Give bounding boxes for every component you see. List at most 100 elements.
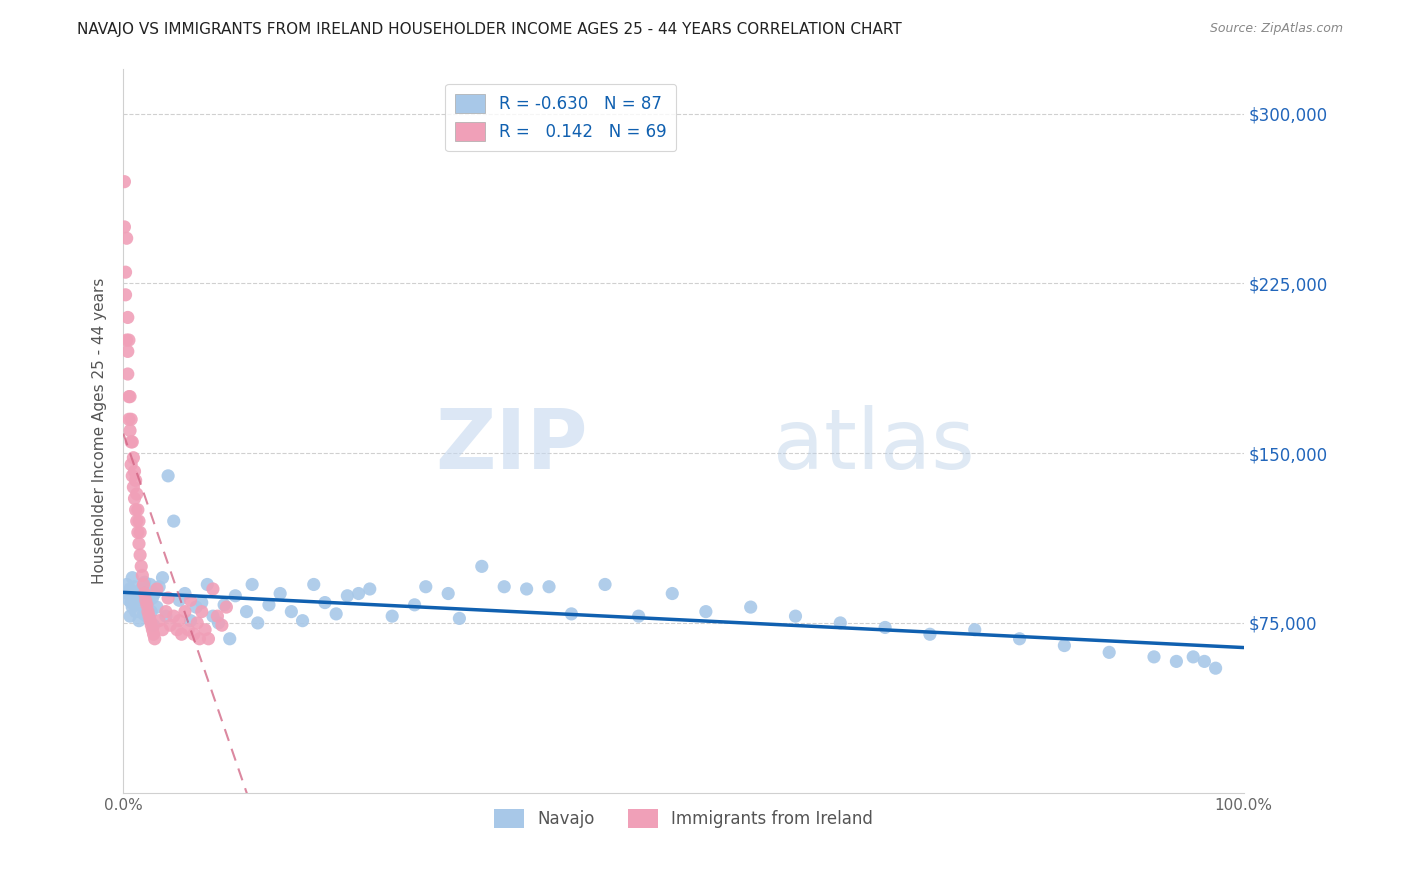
Point <box>291 614 314 628</box>
Point <box>197 632 219 646</box>
Point <box>593 577 616 591</box>
Point <box>188 632 211 646</box>
Y-axis label: Householder Income Ages 25 - 44 years: Householder Income Ages 25 - 44 years <box>93 277 107 583</box>
Point <box>136 605 159 619</box>
Point <box>146 582 169 596</box>
Point <box>201 582 224 596</box>
Point <box>830 615 852 630</box>
Point <box>131 589 153 603</box>
Point <box>138 609 160 624</box>
Point <box>157 468 180 483</box>
Point <box>740 600 762 615</box>
Point <box>142 627 165 641</box>
Point <box>124 503 146 517</box>
Point <box>112 175 135 189</box>
Point <box>135 598 157 612</box>
Point <box>186 615 208 630</box>
Point <box>212 598 235 612</box>
Point <box>118 593 141 607</box>
Point <box>118 424 141 438</box>
Point <box>117 344 139 359</box>
Point <box>114 265 136 279</box>
Point <box>128 537 150 551</box>
Point <box>125 593 148 607</box>
Point <box>141 623 163 637</box>
Point <box>235 605 257 619</box>
Point <box>118 390 141 404</box>
Point <box>152 623 174 637</box>
Point <box>471 559 494 574</box>
Point <box>201 609 224 624</box>
Point <box>336 589 359 603</box>
Point <box>134 586 156 600</box>
Point <box>124 464 146 478</box>
Point <box>516 582 538 596</box>
Legend: Navajo, Immigrants from Ireland: Navajo, Immigrants from Ireland <box>486 803 880 835</box>
Point <box>121 571 143 585</box>
Point <box>560 607 582 621</box>
Point <box>963 623 986 637</box>
Point <box>118 412 141 426</box>
Point <box>169 593 191 607</box>
Point <box>128 514 150 528</box>
Point <box>180 593 202 607</box>
Point <box>122 450 145 465</box>
Point <box>141 591 163 605</box>
Point <box>143 586 166 600</box>
Point <box>1098 645 1121 659</box>
Point <box>139 614 162 628</box>
Point <box>124 591 146 605</box>
Point <box>139 577 162 591</box>
Point <box>449 611 471 625</box>
Point <box>257 598 280 612</box>
Point <box>494 580 516 594</box>
Point <box>224 589 246 603</box>
Point <box>115 333 138 347</box>
Point <box>120 412 142 426</box>
Point <box>207 615 229 630</box>
Point <box>118 582 141 596</box>
Point <box>155 605 177 619</box>
Point <box>1008 632 1031 646</box>
Point <box>211 618 233 632</box>
Point <box>121 468 143 483</box>
Point <box>437 586 460 600</box>
Point <box>120 458 142 472</box>
Point <box>117 310 139 325</box>
Text: NAVAJO VS IMMIGRANTS FROM IRELAND HOUSEHOLDER INCOME AGES 25 - 44 YEARS CORRELAT: NAVAJO VS IMMIGRANTS FROM IRELAND HOUSEH… <box>77 22 903 37</box>
Point <box>302 577 325 591</box>
Point <box>404 598 426 612</box>
Point <box>246 615 269 630</box>
Point <box>1205 661 1227 675</box>
Point <box>132 577 155 591</box>
Point <box>135 596 157 610</box>
Text: atlas: atlas <box>773 405 974 485</box>
Text: ZIP: ZIP <box>436 405 588 485</box>
Text: Source: ZipAtlas.com: Source: ZipAtlas.com <box>1209 22 1343 36</box>
Point <box>157 591 180 605</box>
Point <box>184 600 207 615</box>
Point <box>190 605 212 619</box>
Point <box>695 605 717 619</box>
Point <box>135 609 157 624</box>
Point <box>537 580 560 594</box>
Point <box>141 605 163 619</box>
Point <box>129 598 152 612</box>
Point <box>785 609 807 624</box>
Point <box>115 231 138 245</box>
Point <box>128 614 150 628</box>
Point <box>143 632 166 646</box>
Point <box>207 609 229 624</box>
Point <box>117 367 139 381</box>
Point <box>163 514 186 528</box>
Point <box>118 390 141 404</box>
Point <box>1194 654 1216 668</box>
Point <box>146 600 169 615</box>
Point <box>415 580 437 594</box>
Point <box>269 586 291 600</box>
Point <box>166 623 188 637</box>
Point <box>1143 649 1166 664</box>
Point <box>122 586 145 600</box>
Point <box>134 575 156 590</box>
Point <box>129 548 152 562</box>
